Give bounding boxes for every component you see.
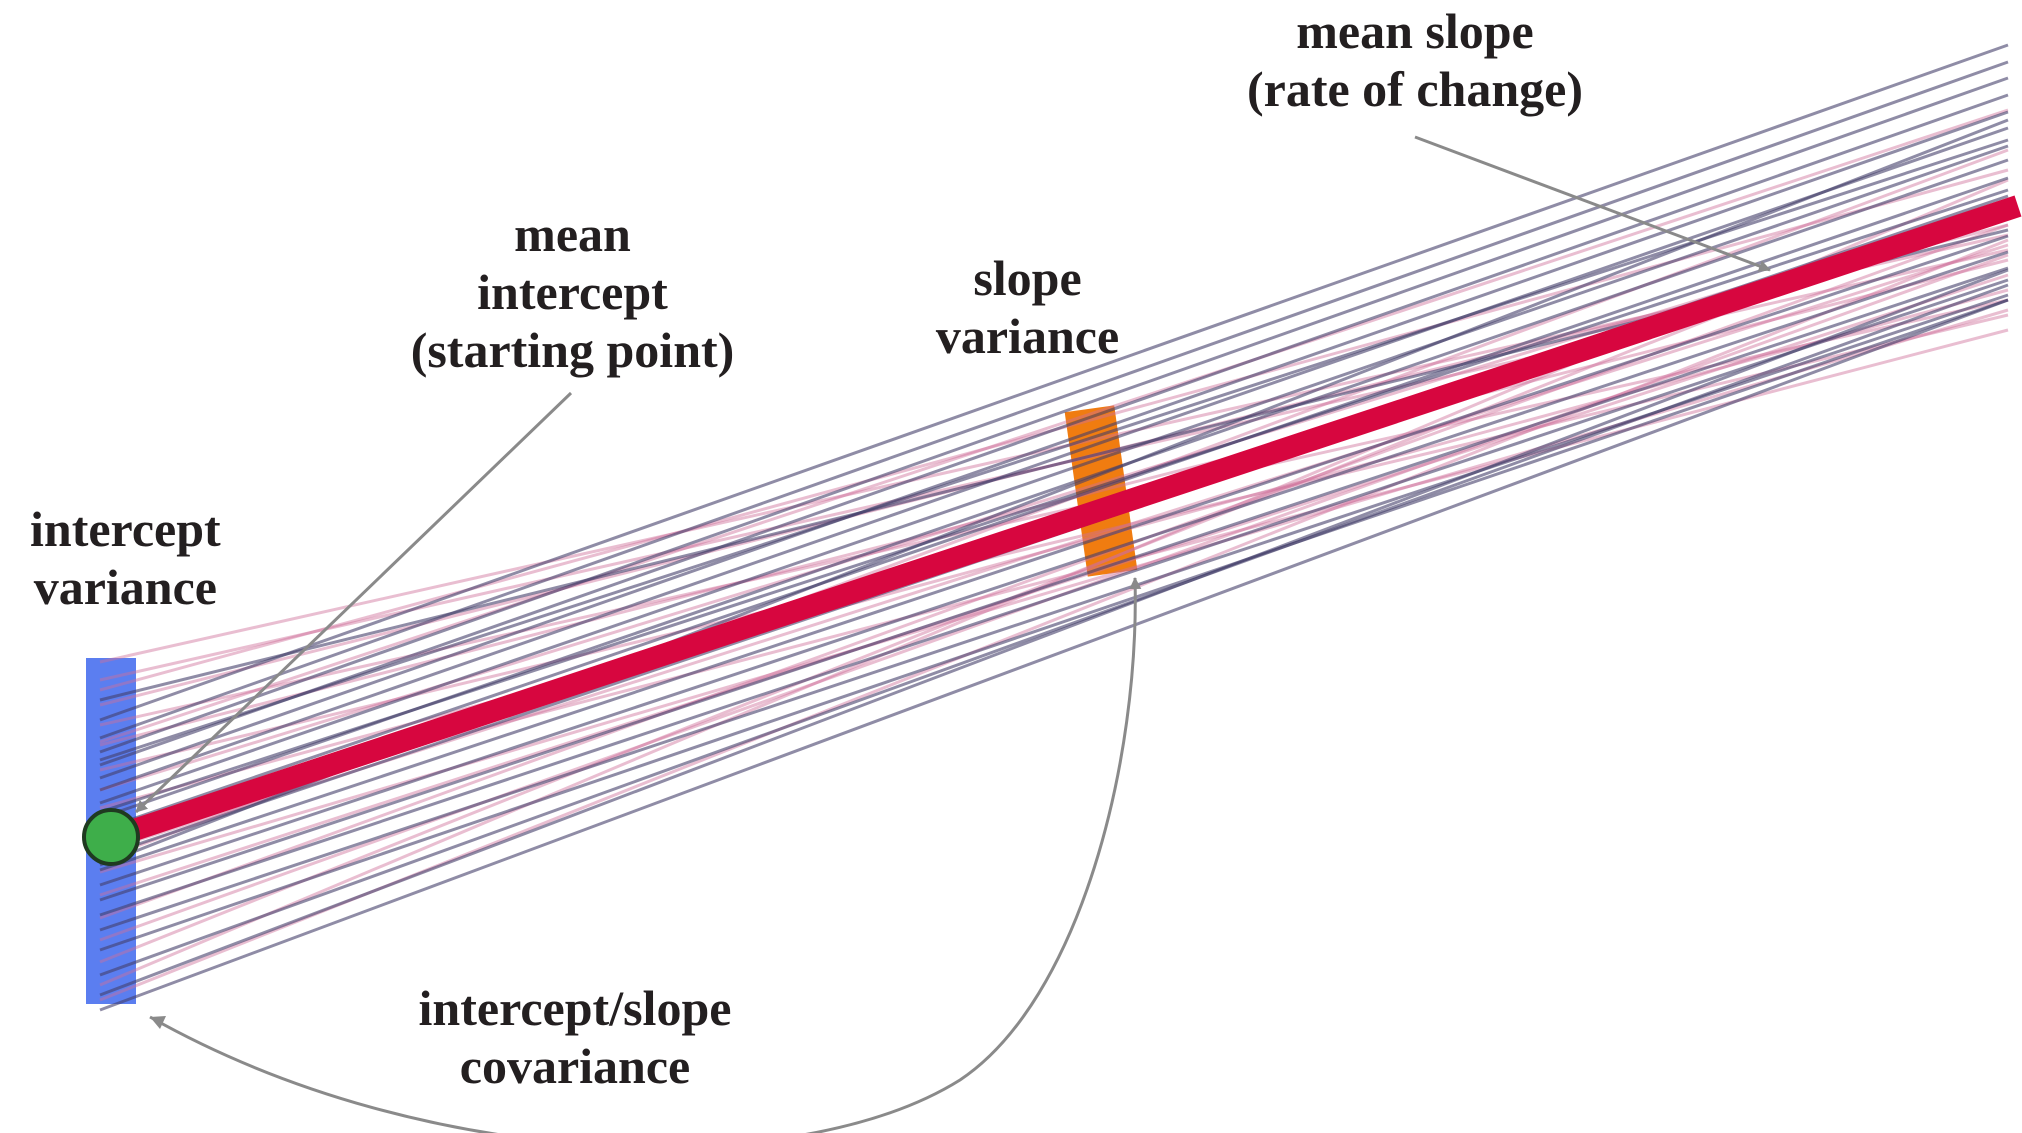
individual-trajectory-dark (99, 234, 2009, 872)
individual-trajectory-dark (99, 126, 2009, 792)
mean-intercept-label: mean intercept (starting point) (410, 206, 735, 378)
slope-variance-label: slope variance (935, 250, 1120, 364)
individual-trajectory-dark (99, 176, 2009, 832)
mean-intercept-point (82, 808, 140, 866)
individual-trajectory-dark (99, 298, 2009, 1012)
individual-trajectory-dark (99, 60, 2009, 740)
covariance-label: intercept/slope covariance (418, 980, 732, 1094)
covariance-arrow (149, 577, 1142, 1133)
individual-trajectory-dark (99, 93, 2009, 767)
individual-trajectory-dark (99, 144, 2009, 805)
individual-trajectory-light (99, 108, 2009, 744)
individual-trajectory-dark (99, 266, 2009, 902)
individual-trajectory-dark (99, 188, 2009, 814)
individual-trajectory-dark (99, 298, 2009, 952)
mean-intercept-arrow (134, 391, 573, 814)
mean-slope-arrow (1414, 135, 1771, 272)
individual-trajectory-light (99, 308, 2009, 874)
individual-trajectory-light (99, 198, 2009, 964)
individual-trajectory-dark (99, 76, 2009, 754)
individual-trajectory-dark (99, 43, 2009, 722)
individual-trajectory-dark (99, 250, 2009, 887)
mean-slope-label: mean slope (rate of change) (1247, 3, 1583, 117)
mean-trajectory-line (106, 195, 2022, 849)
intercept-variance-label: intercept variance (30, 501, 221, 615)
individual-trajectory-dark (99, 268, 2009, 997)
covariance-arrow-start-head (150, 1016, 166, 1029)
individual-trajectory-dark (99, 283, 2009, 977)
individual-trajectory-dark (99, 278, 2009, 917)
individual-trajectory-dark (99, 110, 2009, 780)
